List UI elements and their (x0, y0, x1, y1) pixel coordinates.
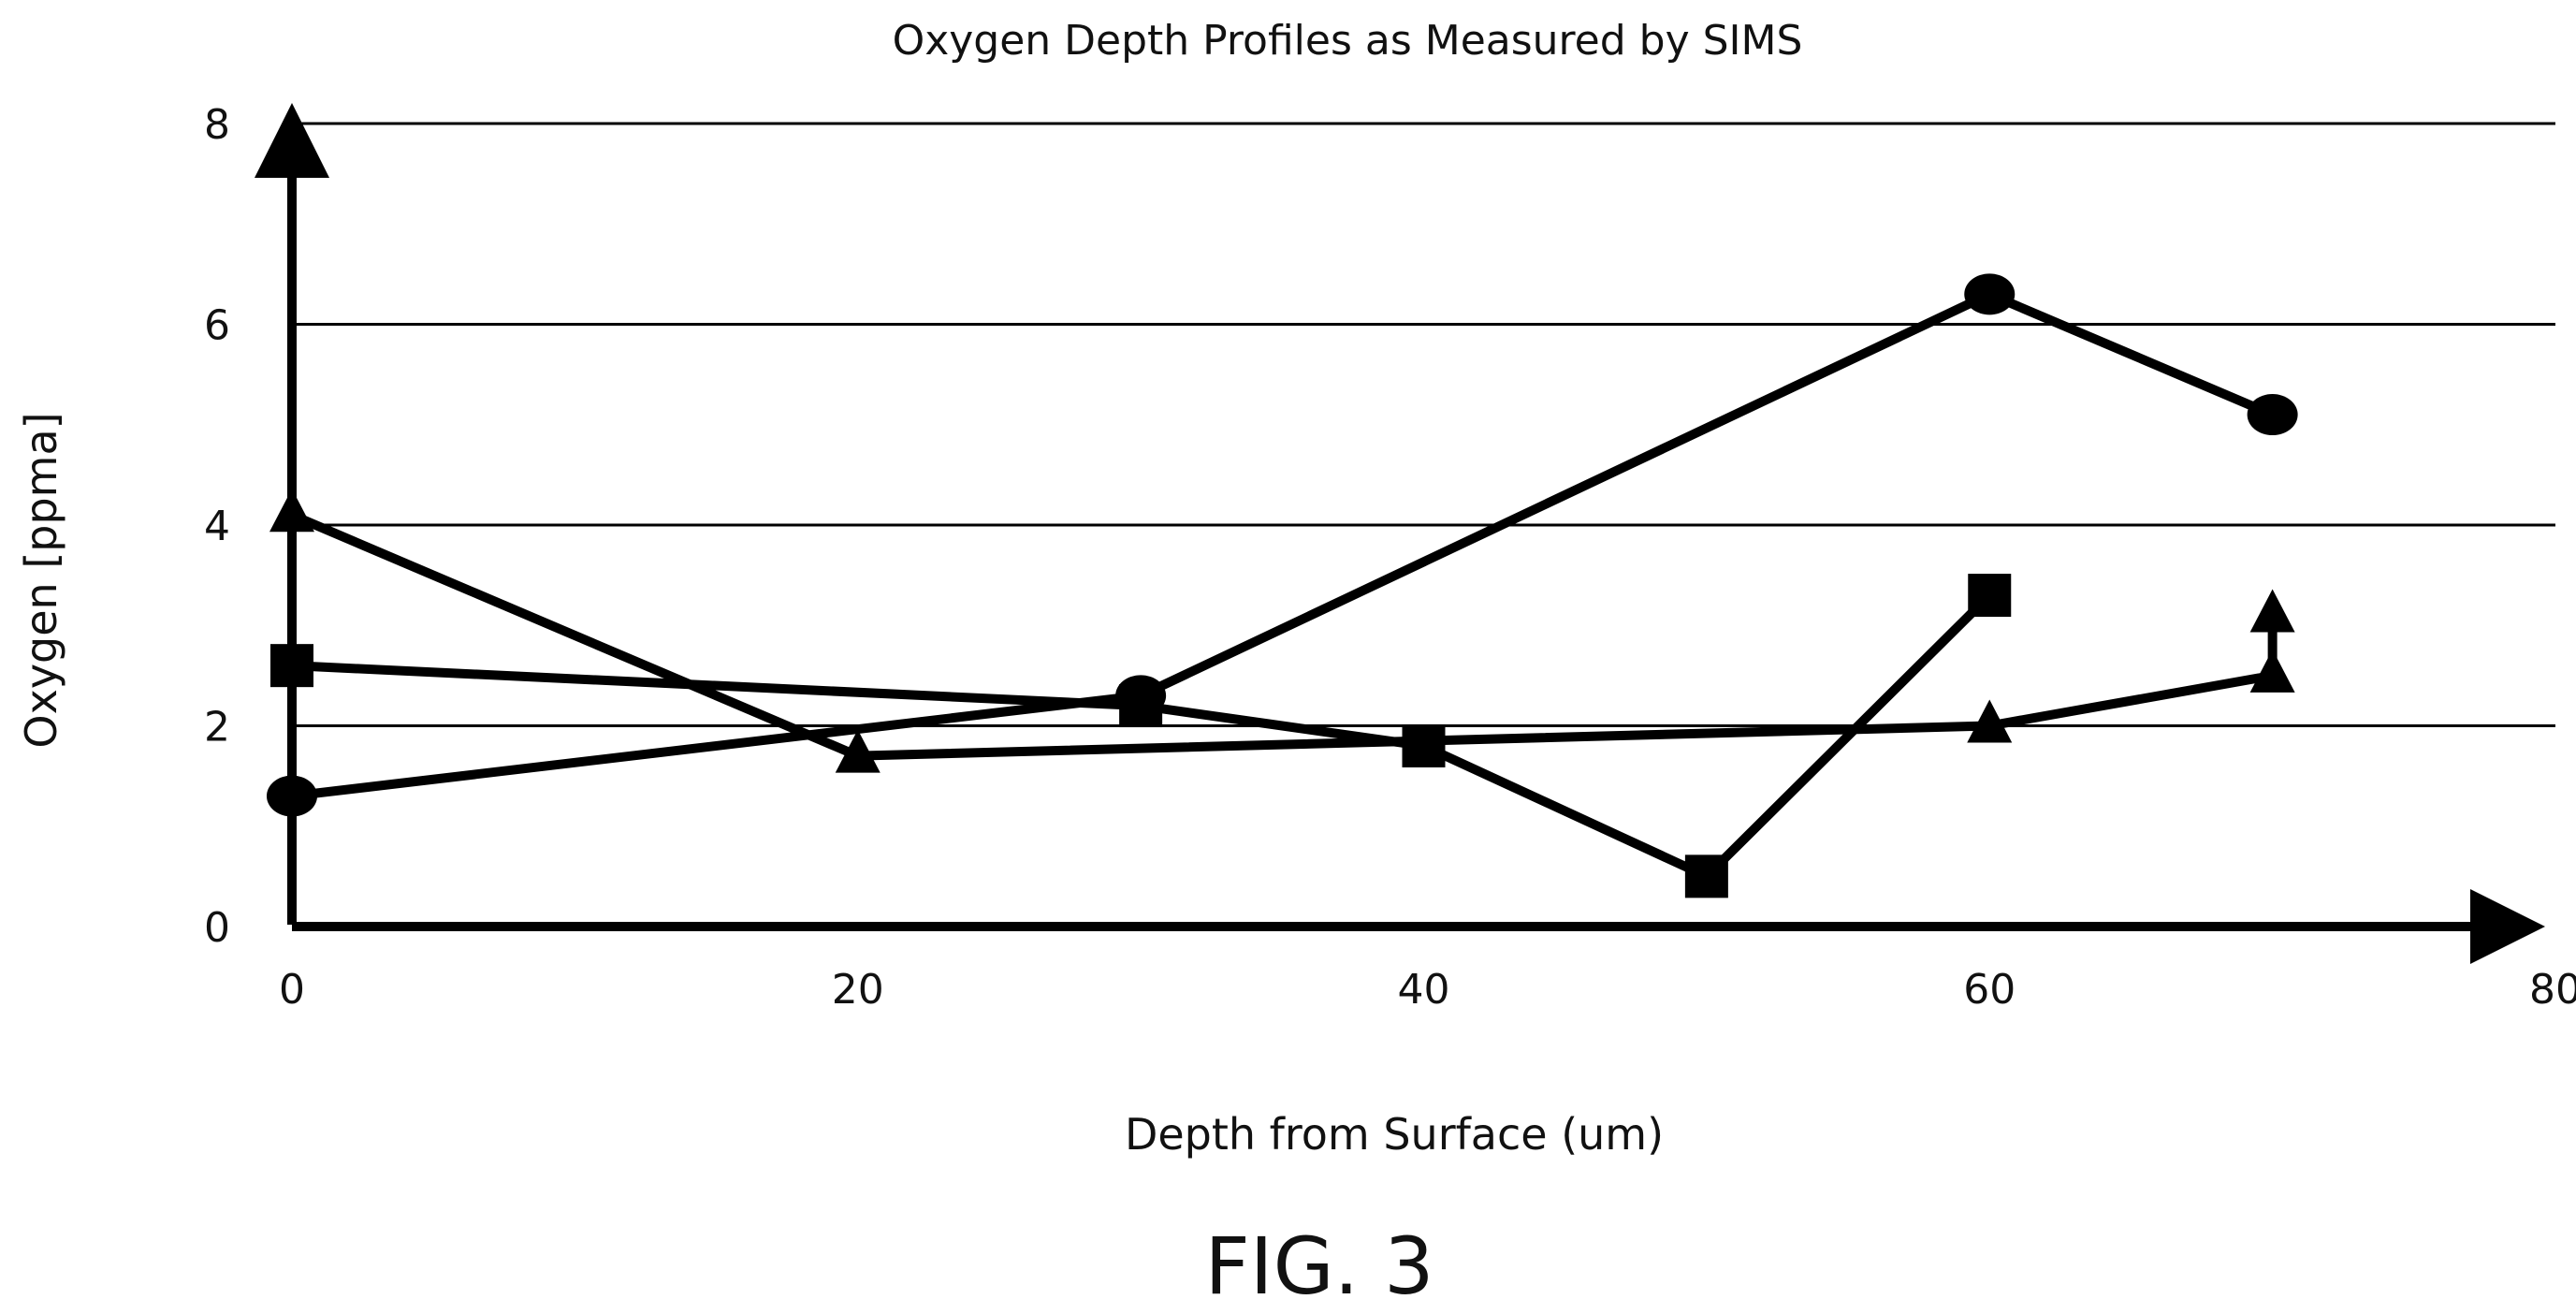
gridlines (292, 122, 2555, 727)
series-group (267, 273, 2298, 898)
y-tick-label-4: 4 (204, 503, 230, 550)
x-axis-label: Depth from Surface (um) (1125, 1109, 1664, 1160)
series-square-point-1 (1119, 684, 1163, 728)
series-circle-line (291, 289, 2275, 801)
series-square-point-4 (1968, 574, 2012, 618)
series-triangle-point-4 (2249, 589, 2295, 633)
series-square-point-3 (1684, 854, 1728, 898)
series-square-point-0 (270, 644, 313, 688)
y-tick-label-8: 8 (204, 101, 230, 149)
series-circle-point-3 (2247, 394, 2298, 436)
chart-title: Oxygen Depth Profiles as Measured by SIM… (893, 17, 1803, 65)
x-tick-label-40: 40 (1398, 966, 1450, 1014)
y-tick-label-0: 0 (204, 904, 230, 952)
x-tick-labels: 0 20 40 60 80 (279, 966, 2576, 1014)
series-circle-point-0 (267, 775, 317, 817)
series-triangle-line (290, 510, 2278, 761)
series-triangle-point-3 (2249, 649, 2295, 693)
figure-caption: FIG. 3 (1204, 1220, 1434, 1312)
y-tick-label-2: 2 (204, 704, 230, 752)
x-tick-label-60: 60 (1963, 966, 2016, 1014)
series-circle-point-2 (1964, 273, 2016, 315)
series-triangle-point-2 (1967, 699, 2013, 743)
y-tick-labels: 0 2 4 6 8 (204, 101, 230, 952)
series-triangle-point-0 (269, 489, 314, 533)
x-tick-label-20: 20 (832, 966, 884, 1014)
x-tick-label-80: 80 (2529, 966, 2576, 1014)
x-tick-label-0: 0 (279, 966, 305, 1014)
y-tick-label-6: 6 (204, 302, 230, 350)
series-triangle-point-1 (835, 729, 880, 773)
y-axis-label: Oxygen [ppma] (16, 412, 66, 748)
